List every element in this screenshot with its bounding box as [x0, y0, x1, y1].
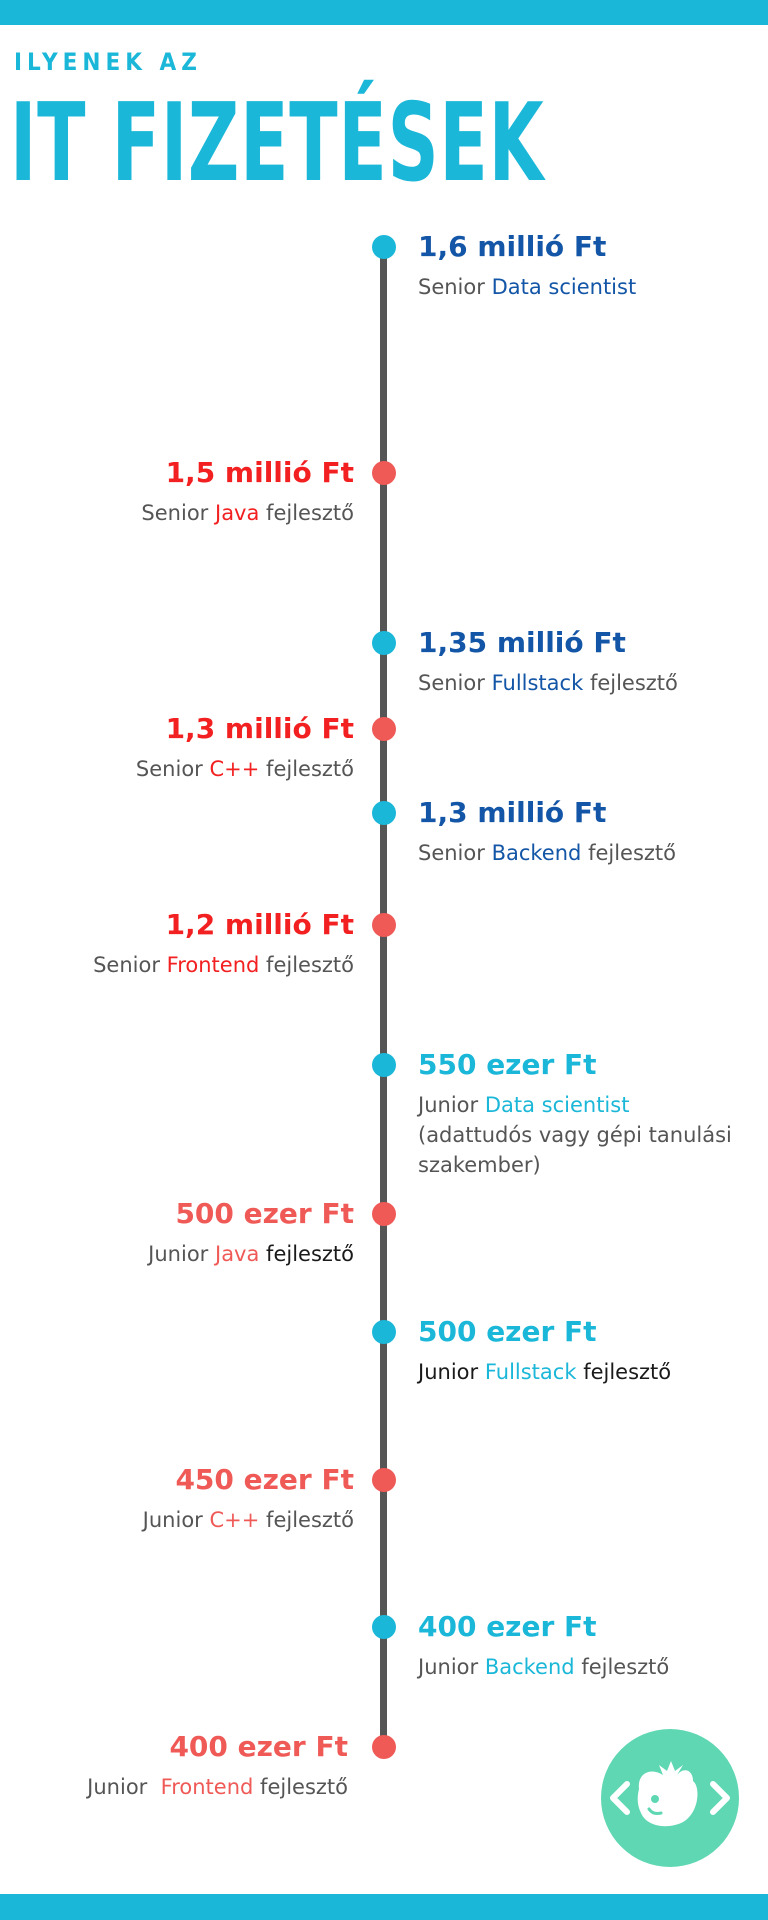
- role-name: Frontend: [160, 1775, 254, 1799]
- role-suffix: fejlesztő: [589, 671, 678, 695]
- role-level: Senior: [135, 757, 203, 781]
- timeline-dot: [372, 1320, 396, 1344]
- job-role: Senior Backend fejlesztő: [418, 838, 676, 868]
- salary-amount: 500 ezer Ft: [418, 1315, 597, 1348]
- role-note: szakember): [418, 1153, 541, 1177]
- job-role: Senior C++ fejlesztő: [136, 754, 354, 784]
- role-level: Senior: [418, 275, 485, 299]
- role-name: Frontend: [166, 953, 260, 977]
- role-note: (adattudós vagy gépi tanulási: [418, 1123, 732, 1147]
- role-name: Backend: [491, 841, 582, 865]
- job-role: Junior Backend fejlesztő: [418, 1652, 669, 1682]
- role-name: Fullstack: [484, 1360, 577, 1384]
- header-kicker: ILYENEK AZ: [14, 48, 202, 76]
- timeline-dot: [372, 1468, 396, 1492]
- salary-amount: 1,35 millió Ft: [418, 626, 626, 659]
- timeline-entry: 400 ezer Ft Junior Frontend fejlesztő: [87, 1730, 348, 1802]
- timeline-dot: [372, 631, 396, 655]
- salary-amount: 400 ezer Ft: [169, 1730, 348, 1763]
- role-level: Junior: [418, 1655, 479, 1679]
- salary-amount: 1,3 millió Ft: [165, 712, 354, 745]
- salary-amount: 500 ezer Ft: [175, 1197, 354, 1230]
- job-role: Junior Frontend fejlesztő: [87, 1772, 348, 1802]
- timeline-dot: [372, 1053, 396, 1077]
- timeline-entry: 1,5 millió Ft Senior Java fejlesztő: [141, 456, 354, 528]
- timeline-dot: [372, 235, 396, 259]
- timeline-dot: [372, 801, 396, 825]
- role-level: Junior: [418, 1360, 479, 1384]
- job-role: Junior Fullstack fejlesztő: [418, 1357, 671, 1387]
- bottom-accent-bar: [0, 1894, 768, 1920]
- timeline-dot: [372, 461, 396, 485]
- timeline-entry: 1,35 millió Ft Senior Fullstack fejleszt…: [418, 626, 678, 698]
- timeline-entry: 1,6 millió Ft Senior Data scientist: [418, 230, 636, 302]
- role-level: Junior: [148, 1242, 209, 1266]
- timeline-entry: 500 ezer Ft Junior Fullstack fejlesztő: [418, 1315, 671, 1387]
- timeline-dot: [372, 1615, 396, 1639]
- role-level: Junior: [418, 1093, 479, 1117]
- timeline-dot: [372, 717, 396, 741]
- timeline-entry: 500 ezer Ft Junior Java fejlesztő: [148, 1197, 354, 1269]
- role-suffix: fejlesztő: [266, 1242, 354, 1266]
- timeline-entry: 1,3 millió Ft Senior C++ fejlesztő: [136, 712, 354, 784]
- role-level: Junior: [142, 1508, 203, 1532]
- role-name: C++: [209, 757, 260, 781]
- role-name: Java: [215, 501, 260, 525]
- job-role: Senior Java fejlesztő: [141, 498, 354, 528]
- role-name: Fullstack: [491, 671, 584, 695]
- timeline-dot: [372, 1202, 396, 1226]
- role-level: Senior: [93, 953, 160, 977]
- job-role: Senior Fullstack fejlesztő: [418, 668, 678, 698]
- job-role: Junior C++ fejlesztő: [143, 1505, 354, 1535]
- role-suffix: fejlesztő: [260, 1775, 348, 1799]
- timeline-entry: 1,3 millió Ft Senior Backend fejlesztő: [418, 796, 676, 868]
- role-level: Junior: [87, 1775, 148, 1799]
- code-brackets-fruit-logo-icon: [601, 1729, 739, 1867]
- timeline-entry: 450 ezer Ft Junior C++ fejlesztő: [143, 1463, 354, 1535]
- role-name: Data scientist: [491, 275, 637, 299]
- role-name: Data scientist: [484, 1093, 630, 1117]
- role-suffix: fejlesztő: [588, 841, 677, 865]
- job-role: Senior Data scientist: [418, 272, 636, 302]
- salary-amount: 1,2 millió Ft: [165, 908, 354, 941]
- role-name: C++: [209, 1508, 260, 1532]
- role-suffix: fejlesztő: [266, 953, 354, 977]
- page-title: IT FIZETÉSEK: [10, 81, 545, 206]
- salary-amount: 450 ezer Ft: [175, 1463, 354, 1496]
- role-suffix: fejlesztő: [581, 1655, 670, 1679]
- salary-amount: 1,3 millió Ft: [418, 796, 607, 829]
- job-role: Junior Data scientist: [418, 1090, 732, 1120]
- timeline-dot: [372, 913, 396, 937]
- role-suffix: fejlesztő: [266, 757, 354, 781]
- timeline-line: [380, 245, 387, 1750]
- job-role: Senior Frontend fejlesztő: [93, 950, 354, 980]
- timeline-dot: [372, 1735, 396, 1759]
- top-accent-bar: [0, 0, 768, 25]
- role-name: Backend: [484, 1655, 575, 1679]
- salary-amount: 550 ezer Ft: [418, 1048, 597, 1081]
- salary-amount: 400 ezer Ft: [418, 1610, 597, 1643]
- role-suffix: fejlesztő: [266, 1508, 354, 1532]
- role-name: Java: [215, 1242, 260, 1266]
- timeline-entry: 1,2 millió Ft Senior Frontend fejlesztő: [93, 908, 354, 980]
- role-suffix: fejlesztő: [583, 1360, 672, 1384]
- salary-amount: 1,5 millió Ft: [165, 456, 354, 489]
- role-level: Senior: [418, 671, 485, 695]
- role-level: Senior: [141, 501, 209, 525]
- role-suffix: fejlesztő: [266, 501, 354, 525]
- role-level: Senior: [418, 841, 485, 865]
- job-role: Junior Java fejlesztő: [148, 1239, 354, 1269]
- timeline-entry: 400 ezer Ft Junior Backend fejlesztő: [418, 1610, 669, 1682]
- timeline-entry: 550 ezer Ft Junior Data scientist (adatt…: [418, 1048, 732, 1180]
- salary-amount: 1,6 millió Ft: [418, 230, 607, 263]
